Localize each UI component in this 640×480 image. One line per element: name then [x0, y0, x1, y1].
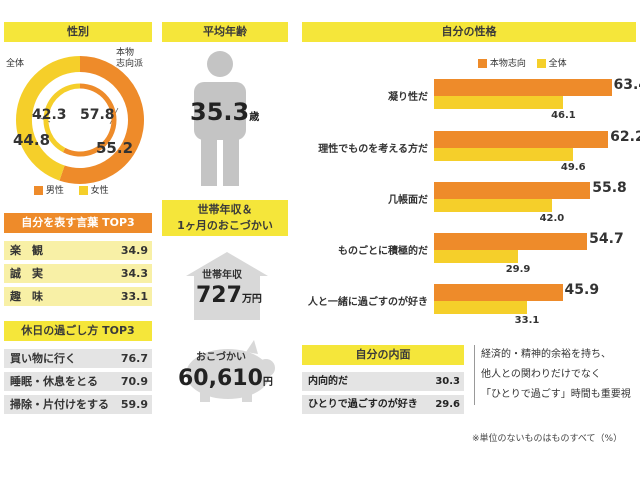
inner-row-1: 内向的だ 30.3: [302, 372, 464, 391]
legend-honmono-label: 本物志向: [489, 59, 526, 69]
inner-header: 自分の内面: [302, 345, 464, 365]
outer-ring-female-slice: [16, 56, 81, 181]
summary-line-3: 「ひとりで過ごす」時間も重要視: [481, 389, 631, 400]
holiday-row-2: 睡眠・休息をとる 70.9: [4, 372, 152, 391]
age-number: 35.3: [190, 98, 250, 126]
legend-zentai-swatch: [536, 59, 546, 68]
bar-value-label-zentai: 29.9: [505, 264, 531, 275]
person-silhouette-icon: [194, 51, 246, 186]
footnote: ※単位のないものはものすべて（%）: [472, 434, 623, 444]
bar-category-label: ものごとに積極的だ: [338, 246, 428, 257]
words-header: 自分を表す言葉 TOP3: [4, 213, 152, 233]
allowance-number: 60,610: [178, 366, 263, 391]
gender-outer-label: 本物 志向派: [116, 48, 144, 69]
bar-honmono: [434, 182, 591, 199]
age-value: 35.3歳: [190, 98, 259, 126]
bar-category-label: 人と一緒に過ごすのが好き: [307, 297, 428, 308]
bar-honmono: [434, 284, 563, 301]
words-value-1: 34.9: [120, 244, 148, 257]
bar-honmono: [434, 131, 609, 148]
bar-value-label-zentai: 42.0: [539, 213, 565, 224]
words-row-3: 趣 味 33.1: [4, 287, 152, 306]
gender-inner-label: 全体: [6, 59, 25, 69]
bar-zentai: [434, 199, 552, 212]
holiday-value-1: 76.7: [120, 352, 148, 365]
allowance-unit: 円: [262, 377, 273, 388]
bar-category-label: 几帳面だ: [388, 195, 428, 206]
house-icon: [186, 252, 268, 320]
age-unit: 歳: [249, 112, 260, 123]
holiday-label-2: 睡眠・休息をとる: [10, 375, 98, 388]
holiday-value-2: 70.9: [120, 375, 148, 388]
inner-row-2: ひとりで過ごすのが好き 29.6: [302, 395, 464, 414]
bar-category-label: 凝り性だ: [388, 92, 428, 103]
gender-outer-male-value: 55.2: [96, 139, 134, 157]
bar-value-label-honmono: 55.8: [592, 180, 627, 196]
holiday-value-3: 59.9: [120, 398, 148, 411]
holiday-row-3: 掃除・片付けをする 59.9: [4, 395, 152, 414]
household-income-value: 727万円: [196, 283, 262, 308]
bar-value-label-zentai: 46.1: [551, 110, 576, 121]
household-income-unit: 万円: [241, 294, 262, 305]
bar-value-label-zentai: 33.1: [514, 315, 540, 326]
bar-zentai: [434, 301, 527, 314]
bar-value-label-zentai: 49.6: [560, 162, 586, 173]
legend-zentai-label: 全体: [548, 59, 567, 69]
bar-zentai: [434, 250, 518, 263]
bar-value-label-honmono: 62.2: [610, 129, 640, 145]
bar-value-label-honmono: 63.4: [613, 77, 640, 93]
inner-ring-male-slice: [62, 83, 117, 157]
words-label-2: 誠 実: [10, 267, 43, 280]
gender-header: 性別: [4, 22, 152, 42]
words-row-1: 楽 観 34.9: [4, 241, 152, 260]
piggy-bank-icon: [186, 340, 275, 402]
words-row-2: 誠 実 34.3: [4, 264, 152, 283]
inner-label-2: ひとりで過ごすのが好き: [308, 399, 418, 410]
words-label-1: 楽 観: [10, 244, 43, 257]
inner-label-1: 内向的だ: [308, 376, 348, 387]
legend-female-swatch: [78, 186, 88, 195]
holiday-row-1: 買い物に行く 76.7: [4, 349, 152, 368]
inner-ring-female-slice: [43, 83, 81, 153]
gender-outer-female-value: 44.8: [13, 131, 51, 149]
age-header: 平均年齢: [162, 22, 288, 42]
income-header: 世帯年収＆ 1ヶ月のおこづかい: [162, 200, 288, 236]
allowance-value: 60,610円: [178, 366, 273, 391]
household-income-number: 727: [196, 283, 242, 308]
household-income-label: 世帯年収: [202, 270, 242, 281]
inner-value-1: 30.3: [435, 376, 460, 387]
gender-inner-male-value: 57.8: [80, 107, 115, 123]
summary-line-1: 経済的・精神的余裕を持ち、: [481, 349, 611, 360]
bar-honmono: [434, 233, 588, 250]
legend-male-swatch: [34, 186, 43, 195]
bar-value-label-honmono: 45.9: [564, 282, 600, 298]
holiday-label-3: 掃除・片付けをする: [10, 398, 109, 411]
personality-header: 自分の性格: [302, 22, 636, 42]
gender-donut-chart: [16, 56, 144, 184]
holiday-header: 休日の過ごし方 TOP3: [4, 321, 152, 341]
personality-legend: 本物志向 全体: [478, 56, 567, 69]
bar-honmono: [434, 79, 612, 96]
words-value-3: 33.1: [120, 290, 148, 303]
legend-male-label: 男性: [45, 186, 64, 196]
outer-ring-male-slice: [59, 56, 144, 184]
inner-value-2: 29.6: [435, 399, 460, 410]
allowance-label: おこづかい: [196, 352, 246, 363]
summary-line-2: 他人との関わりだけでなく: [481, 369, 601, 380]
bar-zentai: [434, 96, 564, 109]
words-label-3: 趣 味: [10, 290, 43, 303]
holiday-label-1: 買い物に行く: [10, 352, 76, 365]
gender-legend: 男性 女性: [34, 183, 109, 196]
gender-inner-female-value: 42.3: [32, 107, 67, 123]
summary-box: 経済的・精神的余裕を持ち、 他人との関わりだけでなく 「ひとりで過ごす」時間も重…: [474, 345, 636, 405]
bar-value-label-honmono: 54.7: [589, 231, 624, 247]
words-value-2: 34.3: [120, 267, 148, 280]
legend-honmono-swatch: [478, 59, 487, 68]
bar-category-label: 理性でものを考える方だ: [318, 144, 428, 155]
legend-female-label: 女性: [90, 186, 109, 196]
bar-zentai: [434, 148, 573, 161]
